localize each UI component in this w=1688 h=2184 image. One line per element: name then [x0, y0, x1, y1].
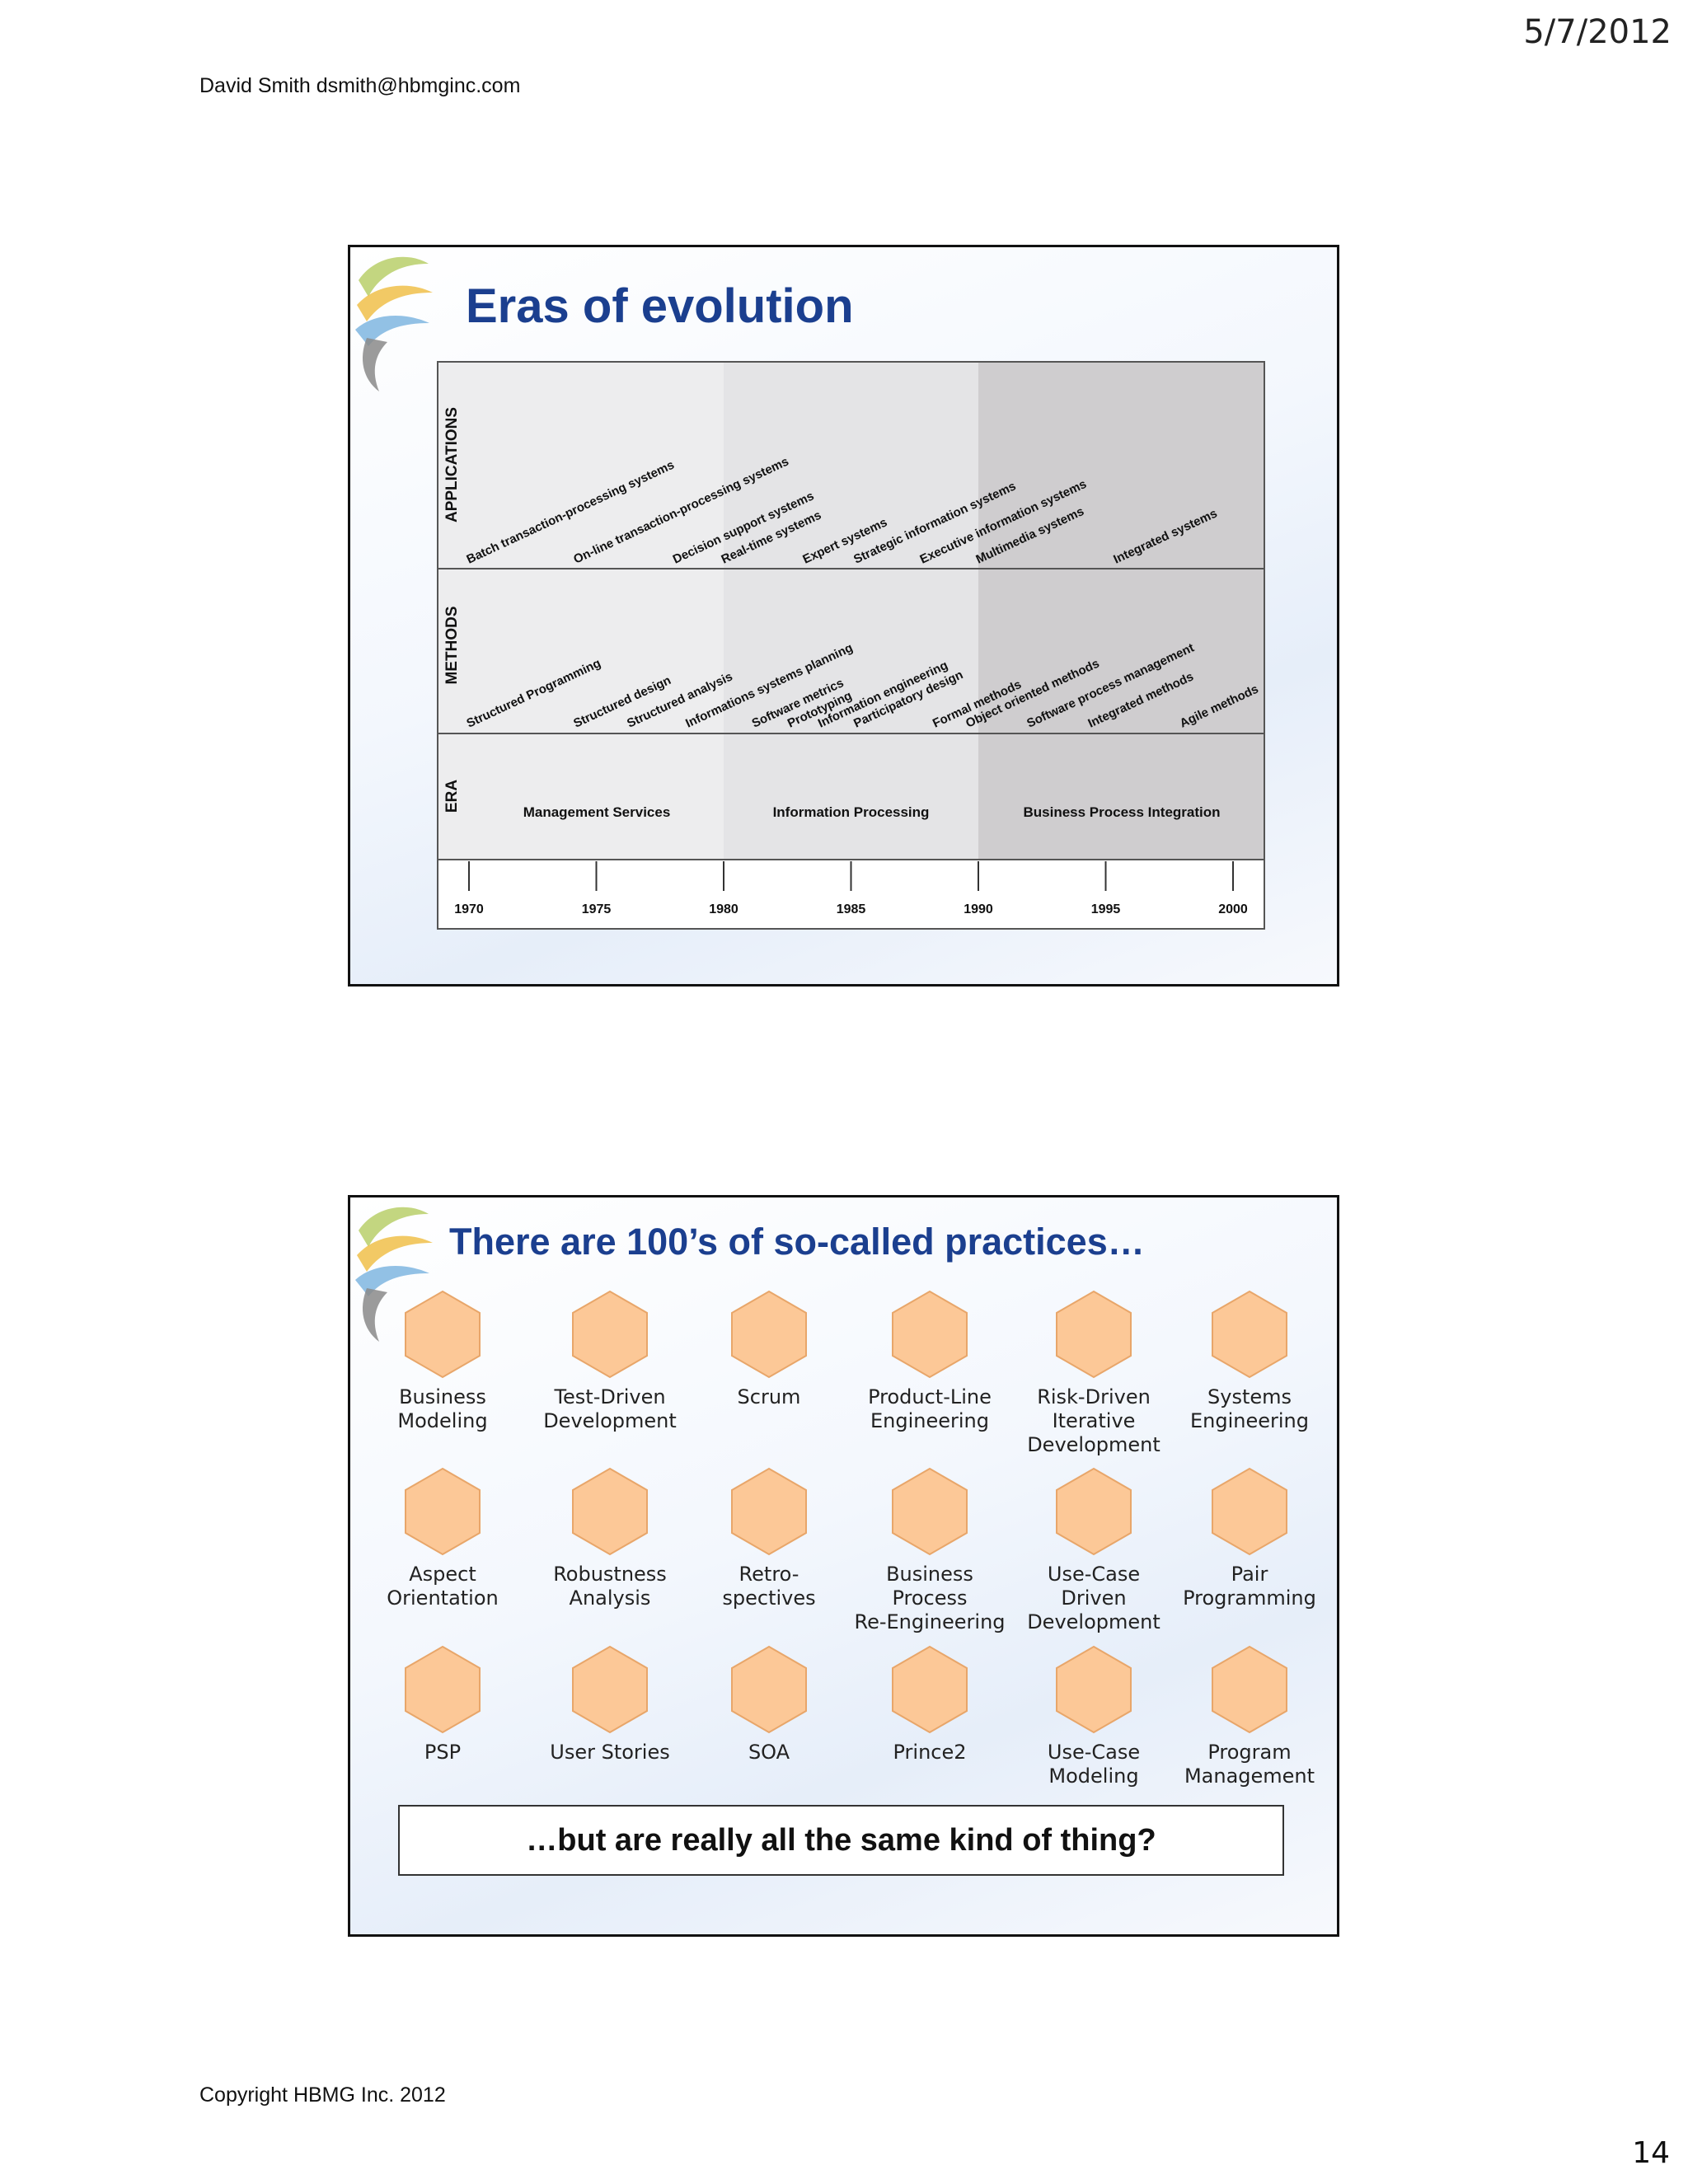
- hexagon-icon: [405, 1467, 481, 1556]
- hexagon-icon: [405, 1290, 481, 1379]
- practice-item: Pair Programming: [1167, 1467, 1332, 1610]
- hexagon-icon: [1056, 1467, 1132, 1556]
- practice-label: Retro- spectives: [722, 1563, 816, 1610]
- practice-label: Robustness Analysis: [553, 1563, 667, 1610]
- hexagon-icon: [892, 1290, 968, 1379]
- practice-label: Program Management: [1184, 1741, 1315, 1788]
- practice-item: Business Modeling: [360, 1290, 525, 1433]
- practice-item: SOA: [687, 1645, 851, 1765]
- practice-item: Aspect Orientation: [360, 1467, 525, 1610]
- practice-label: Prince2: [893, 1741, 967, 1764]
- slide-eras-of-evolution: Eras of evolution APPLICATIONS METHODS ERA…: [348, 245, 1339, 987]
- practice-item: Scrum: [687, 1290, 851, 1409]
- hexagon-icon: [1056, 1290, 1132, 1379]
- practice-label: Test-Driven Development: [543, 1385, 677, 1432]
- practice-item: PSP: [360, 1645, 525, 1765]
- hexagon-icon: [892, 1645, 968, 1734]
- practice-item: Program Management: [1167, 1645, 1332, 1788]
- copyright-footer: Copyright HBMG Inc. 2012: [199, 2083, 446, 2107]
- practice-item: Risk-Driven Iterative Development: [1011, 1290, 1176, 1457]
- timeline-year: 2000: [1218, 902, 1248, 916]
- practice-item: Prince2: [847, 1645, 1012, 1765]
- swirl-logo-icon: [355, 256, 433, 391]
- hexagon-icon: [405, 1645, 481, 1734]
- practice-item: User Stories: [528, 1645, 692, 1765]
- chart-frame: [437, 361, 1265, 930]
- era-band: [437, 361, 724, 860]
- era-name: Business Process Integration: [1023, 804, 1220, 820]
- practice-item: Test-Driven Development: [528, 1290, 692, 1433]
- practice-label: Product-Line Engineering: [868, 1385, 992, 1432]
- practice-item: Systems Engineering: [1167, 1290, 1332, 1433]
- hexagon-icon: [572, 1290, 648, 1379]
- practice-label: Scrum: [737, 1385, 801, 1408]
- hexagon-icon: [1212, 1645, 1287, 1734]
- practice-label: User Stories: [550, 1741, 670, 1764]
- timeline-year: 1985: [837, 902, 866, 916]
- row-label: METHODS: [443, 607, 461, 685]
- era-name: Information Processing: [773, 804, 930, 820]
- practice-label: Systems Engineering: [1190, 1385, 1309, 1432]
- hexagon-icon: [731, 1645, 807, 1734]
- era-name: Management Services: [523, 804, 671, 820]
- timeline-year: 1990: [964, 902, 993, 916]
- practice-label: SOA: [748, 1741, 790, 1764]
- practice-item: Use-Case Driven Development: [1011, 1467, 1176, 1634]
- practice-label: Business Process Re-Engineering: [854, 1563, 1006, 1633]
- row-label: APPLICATIONS: [443, 407, 461, 523]
- practice-item: Use-Case Modeling: [1011, 1645, 1176, 1788]
- practice-label: Use-Case Modeling: [1047, 1741, 1141, 1788]
- practice-item: Business Process Re-Engineering: [847, 1467, 1012, 1634]
- practice-label: PSP: [424, 1741, 462, 1764]
- slide-title: There are 100’s of so-called practices…: [449, 1221, 1145, 1263]
- timeline-year: 1975: [582, 902, 612, 916]
- era-band: [724, 361, 978, 860]
- hexagon-icon: [731, 1467, 807, 1556]
- practice-item: Retro- spectives: [687, 1467, 851, 1610]
- era-band: [978, 361, 1265, 860]
- page-date: 5/7/2012: [1523, 13, 1672, 51]
- practice-label: Use-Case Driven Development: [1027, 1563, 1160, 1633]
- hexagon-icon: [892, 1467, 968, 1556]
- hexagon-icon: [1212, 1290, 1287, 1379]
- slide-practices: There are 100’s of so-called practices… …: [348, 1195, 1339, 1937]
- hexagon-icon: [1056, 1645, 1132, 1734]
- timeline-year: 1995: [1091, 902, 1121, 916]
- timeline-year: 1980: [709, 902, 738, 916]
- row-label: ERA: [443, 780, 461, 813]
- timeline-year: 1970: [454, 902, 484, 916]
- hexagon-icon: [731, 1290, 807, 1379]
- practice-label: Pair Programming: [1183, 1563, 1316, 1610]
- question-banner: …but are really all the same kind of thi…: [398, 1805, 1284, 1876]
- practice-label: Business Modeling: [397, 1385, 488, 1432]
- hexagon-icon: [1212, 1467, 1287, 1556]
- author-line: David Smith dsmith@hbmginc.com: [199, 74, 521, 97]
- swirl-logo-icon: [355, 1207, 433, 1342]
- hexagon-icon: [572, 1645, 648, 1734]
- practice-item: Robustness Analysis: [528, 1467, 692, 1610]
- page-number: 14: [1632, 2136, 1670, 2170]
- practice-label: Risk-Driven Iterative Development: [1027, 1385, 1160, 1456]
- practice-label: Aspect Orientation: [387, 1563, 499, 1610]
- hexagon-icon: [572, 1467, 648, 1556]
- practice-item: Product-Line Engineering: [847, 1290, 1012, 1433]
- slide-title: Eras of evolution: [466, 279, 854, 333]
